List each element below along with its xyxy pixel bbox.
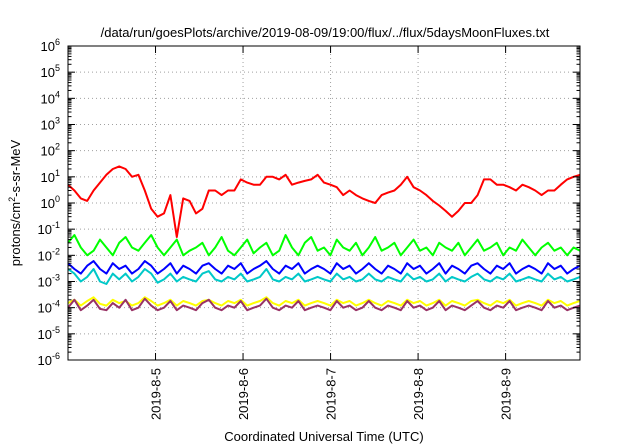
series-line-1 bbox=[67, 165, 581, 238]
x-tick-label: 2019-8-5 bbox=[149, 368, 164, 420]
y-axis-label-sup: 2 bbox=[7, 197, 17, 202]
y-tick-exponent: -1 bbox=[52, 220, 60, 230]
y-tick-exponent: -3 bbox=[52, 273, 60, 283]
x-tick-label: 2019-8-7 bbox=[324, 368, 339, 420]
series-line-5 bbox=[67, 296, 581, 307]
y-tick-exponent: 5 bbox=[55, 63, 60, 73]
y-tick-base: 10 bbox=[38, 327, 52, 342]
series-line-4 bbox=[67, 268, 581, 285]
y-tick-base: 10 bbox=[41, 65, 55, 80]
y-tick-label: 10-3 bbox=[38, 273, 60, 290]
y-tick-exponent: 4 bbox=[55, 89, 60, 99]
y-tick-base: 10 bbox=[41, 170, 55, 185]
x-tick-label: 2019-8-6 bbox=[236, 368, 251, 420]
y-tick-label: 10-1 bbox=[38, 220, 60, 237]
y-tick-exponent: -5 bbox=[52, 325, 60, 335]
y-tick-base: 10 bbox=[41, 118, 55, 133]
y-tick-exponent: 1 bbox=[55, 168, 60, 178]
series-layer bbox=[67, 165, 581, 312]
y-tick-label: 103 bbox=[41, 116, 60, 133]
x-tick-labels: 2019-8-5 2019-8-6 2019-8-7 2019-8-8 2019-8-9 bbox=[149, 368, 514, 420]
y-tick-base: 10 bbox=[38, 275, 52, 290]
x-axis-label: Coordinated Universal Time (UTC) bbox=[224, 429, 423, 444]
y-axis-label-main: protons/cm bbox=[8, 202, 23, 266]
y-tick-base: 10 bbox=[41, 144, 55, 159]
x-tick-label: 2019-8-9 bbox=[499, 368, 514, 420]
series-line-6 bbox=[67, 297, 581, 312]
x-tick-label: 2019-8-8 bbox=[411, 368, 426, 420]
axis-ticks bbox=[68, 45, 580, 361]
y-tick-label: 10-5 bbox=[38, 325, 60, 342]
y-tick-label: 105 bbox=[41, 63, 60, 80]
y-tick-labels: 10-610-510-410-310-210-11001011021031041… bbox=[38, 37, 60, 368]
y-tick-label: 106 bbox=[41, 37, 60, 54]
y-axis-label-rest: -s-sr-MeV bbox=[8, 139, 23, 196]
y-tick-base: 10 bbox=[38, 248, 52, 263]
y-tick-exponent: -2 bbox=[52, 246, 60, 256]
series-line-2 bbox=[67, 234, 581, 257]
y-tick-exponent: 3 bbox=[55, 116, 60, 126]
y-tick-base: 10 bbox=[41, 196, 55, 211]
y-tick-base: 10 bbox=[41, 91, 55, 106]
y-axis-label: protons/cm2-s-sr-MeV bbox=[7, 139, 23, 266]
y-tick-label: 100 bbox=[41, 194, 60, 211]
y-tick-exponent: 6 bbox=[55, 37, 60, 47]
y-tick-base: 10 bbox=[38, 353, 52, 368]
plot-frame bbox=[67, 45, 581, 361]
series-line-3 bbox=[67, 260, 581, 275]
y-tick-exponent: 0 bbox=[55, 194, 60, 204]
grid-lines bbox=[68, 46, 580, 360]
y-tick-exponent: -4 bbox=[52, 299, 60, 309]
y-tick-label: 104 bbox=[41, 89, 60, 106]
y-tick-label: 101 bbox=[41, 168, 60, 185]
y-tick-exponent: -6 bbox=[52, 351, 60, 361]
y-tick-label: 10-6 bbox=[38, 351, 60, 368]
y-tick-label: 10-2 bbox=[38, 246, 60, 263]
y-tick-exponent: 2 bbox=[55, 142, 60, 152]
y-tick-label: 102 bbox=[41, 142, 60, 159]
y-tick-base: 10 bbox=[41, 39, 55, 54]
chart-title: /data/run/goesPlots/archive/2019-08-09/1… bbox=[101, 25, 550, 40]
y-tick-label: 10-4 bbox=[38, 299, 60, 316]
y-tick-base: 10 bbox=[38, 301, 52, 316]
y-tick-base: 10 bbox=[38, 222, 52, 237]
